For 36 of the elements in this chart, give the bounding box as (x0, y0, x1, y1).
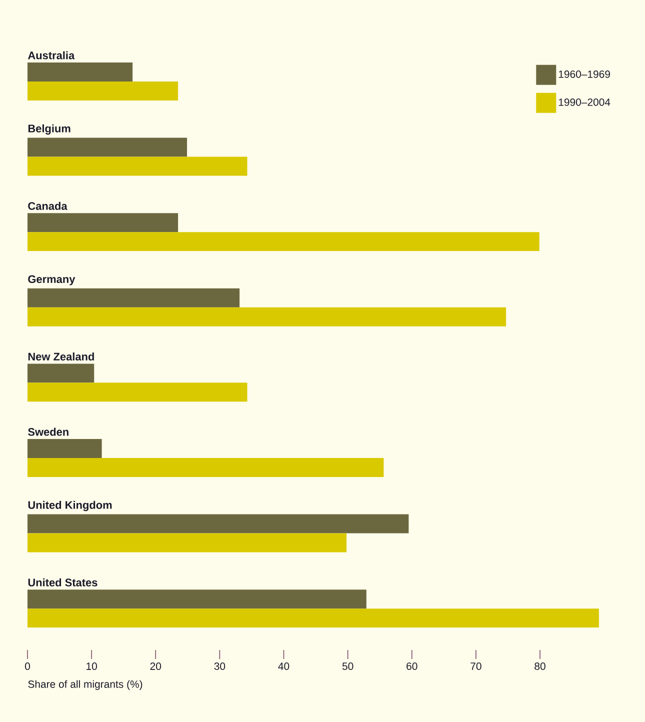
bar (28, 138, 188, 157)
bar (28, 608, 599, 628)
bar (28, 81, 178, 100)
y-tick-label: Canada (28, 202, 68, 210)
x-tick-label: 20 (150, 662, 162, 670)
x-tick-label: 70 (470, 662, 482, 670)
x-tick-label: 60 (406, 662, 418, 670)
y-tick-label: Australia (28, 51, 75, 60)
bar (28, 232, 540, 252)
bar (28, 514, 409, 534)
y-tick-label: United Kingdom (28, 500, 112, 512)
bar (28, 307, 506, 326)
y-tick-label: United States (28, 578, 98, 586)
bar (28, 62, 133, 82)
bar (28, 458, 384, 477)
bar (28, 288, 240, 308)
y-tick-label: New Zealand (28, 352, 94, 361)
x-tick-label: 40 (278, 662, 290, 670)
bar (28, 590, 366, 609)
legend-label: 1990–2004 (558, 98, 610, 106)
legend-label: 1960–1969 (558, 70, 610, 78)
bar (28, 364, 94, 383)
x-tick-label: 30 (214, 662, 226, 670)
bar (28, 213, 178, 232)
x-tick-label: 0 (24, 662, 30, 670)
y-tick-label: Sweden (28, 428, 68, 436)
x-tick-label: 50 (342, 662, 354, 670)
x-tick-label: 10 (86, 662, 97, 670)
x-tick-label: 80 (534, 662, 546, 670)
bar (28, 439, 102, 458)
x-axis-title: Share of all migrants (%) (28, 680, 142, 690)
bar (28, 156, 248, 176)
bar (28, 533, 347, 552)
bar (28, 382, 248, 402)
y-tick-label: Belgium (28, 124, 70, 135)
y-tick-label: Germany (28, 275, 76, 286)
